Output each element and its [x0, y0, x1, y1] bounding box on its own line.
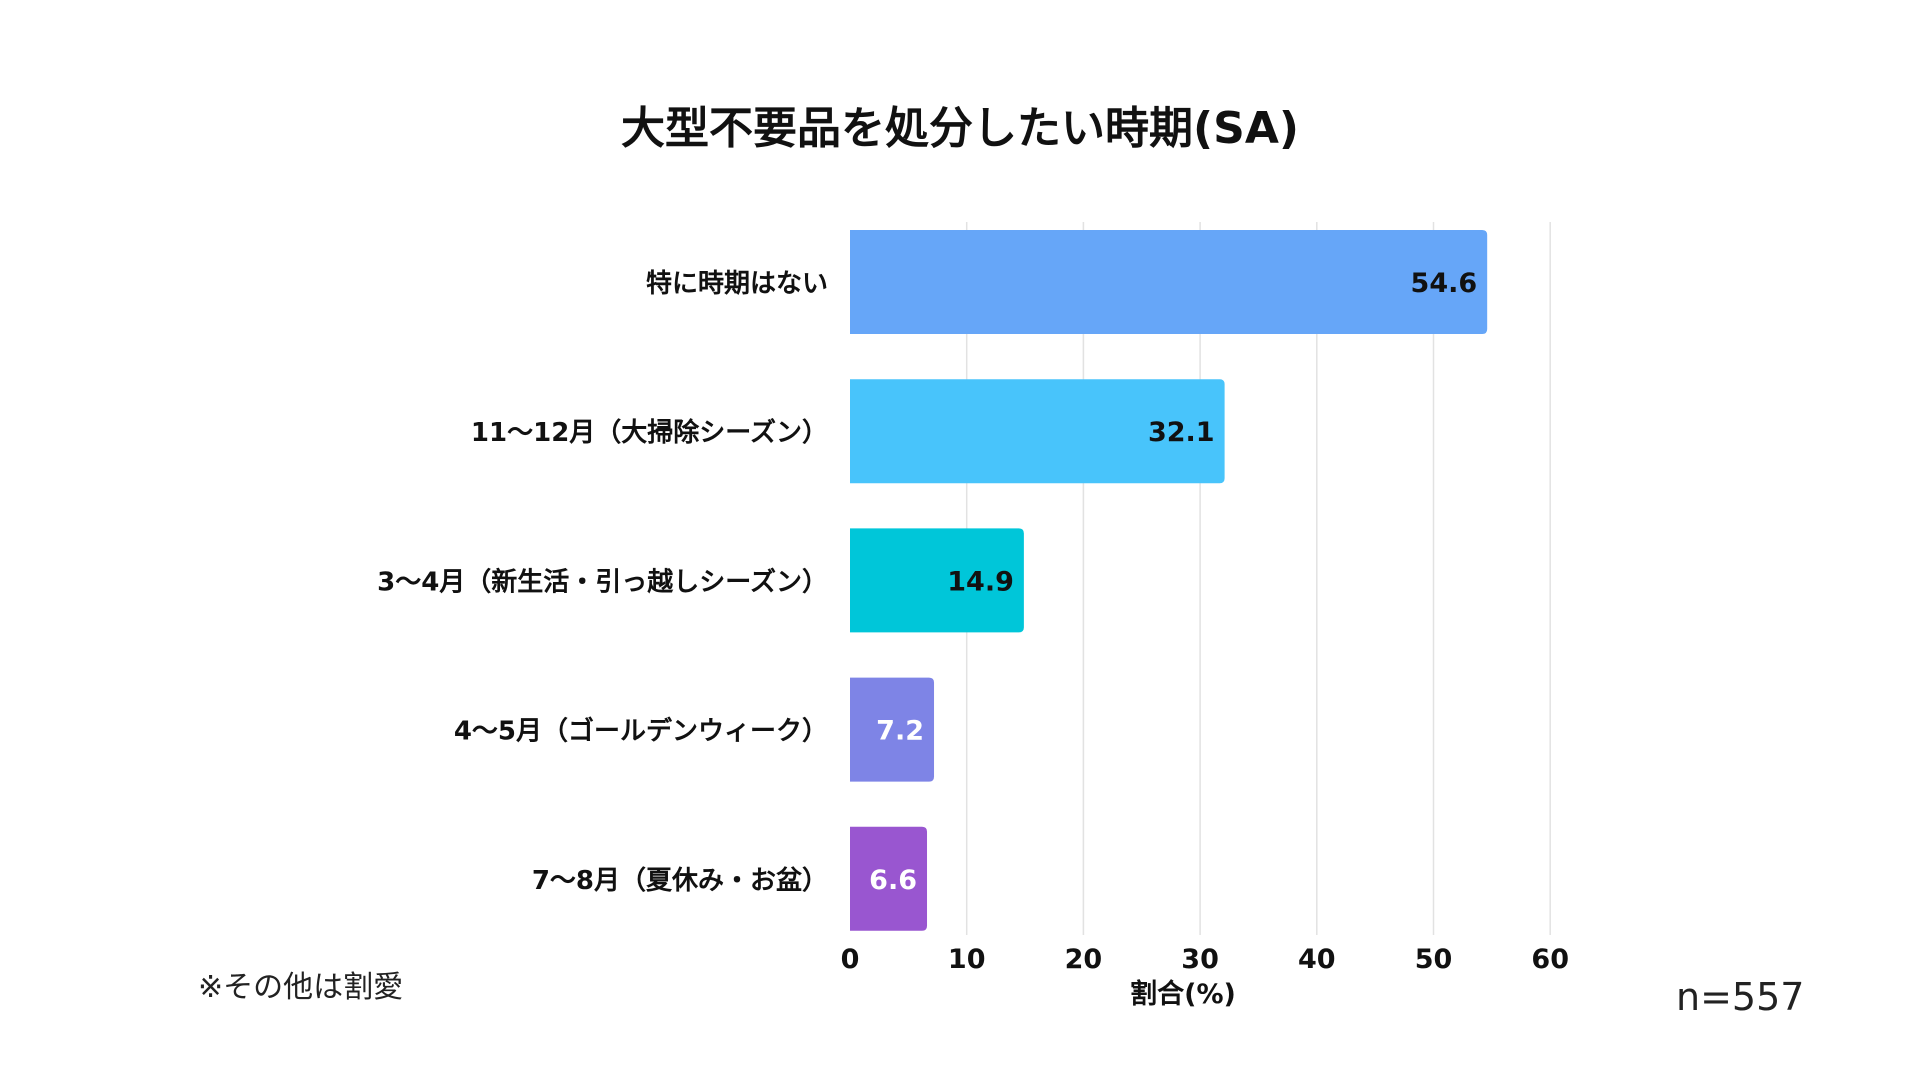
category-label: 特に時期はない	[646, 268, 828, 299]
x-axis: 0 10 20 30 40 50 60 割合(%)	[841, 944, 1569, 1010]
data-label: 7.2	[876, 716, 924, 747]
chart-title: 大型不要品を処分したい時期(SA)	[621, 103, 1299, 154]
data-label: 32.1	[1148, 417, 1215, 448]
data-label: 6.6	[869, 865, 917, 896]
category-label: 4〜5月（ゴールデンウィーク）	[454, 716, 828, 747]
bar	[850, 379, 1225, 484]
category-label: 3〜4月（新生活・引っ越しシーズン）	[377, 566, 828, 597]
x-tick-label: 10	[948, 944, 986, 975]
category-label: 11〜12月（大掃除シーズン）	[471, 417, 828, 448]
bars	[850, 230, 1488, 931]
x-tick-label: 50	[1415, 944, 1453, 975]
x-tick-label: 30	[1181, 944, 1219, 975]
gridlines	[965, 222, 1551, 935]
data-label: 14.9	[947, 566, 1014, 597]
bar	[850, 230, 1488, 334]
bar	[850, 528, 1024, 633]
data-label: 54.6	[1411, 268, 1478, 299]
x-tick-label: 40	[1298, 944, 1336, 975]
category-label: 7〜8月（夏休み・お盆）	[532, 865, 828, 896]
x-tick-label: 0	[841, 944, 860, 975]
sample-size: n=557	[1676, 975, 1805, 1019]
bar	[850, 826, 928, 931]
x-tick-label: 20	[1065, 944, 1103, 975]
bar	[850, 677, 935, 782]
x-axis-label: 割合(%)	[1130, 978, 1236, 1010]
labels: 特に時期はない 54.6 11〜12月（大掃除シーズン） 32.1 3〜4月（新生活・引…	[377, 268, 1477, 896]
x-tick-label: 60	[1531, 944, 1569, 975]
footnote: ※その他は割愛	[198, 970, 404, 1005]
